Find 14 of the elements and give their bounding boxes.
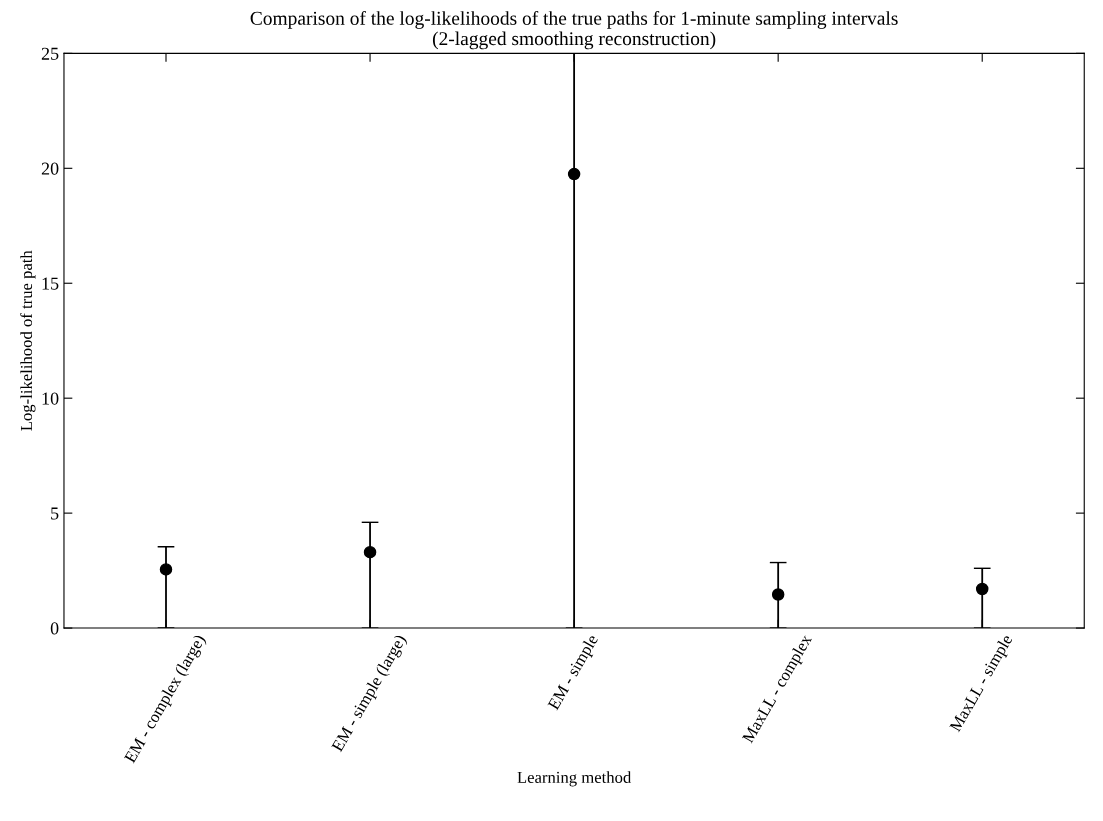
chart-title: Comparison of the log-likelihoods of the true paths for 1-minute sampling intervals (2-lagged smoothing reconstruction) — [250, 10, 898, 50]
point — [363, 545, 377, 559]
y-tick-label: 20 — [41, 162, 59, 175]
point — [975, 582, 989, 596]
point — [771, 588, 785, 601]
y-tick-label: 5 — [51, 507, 59, 520]
y-tick-label: 10 — [42, 392, 59, 405]
y-axis-title: Log-likelihood of true path — [20, 250, 36, 431]
y-tick-label: 15 — [42, 277, 59, 290]
point — [567, 167, 581, 181]
x-axis-title: Learning method — [517, 771, 632, 787]
y-tick-label: 25 — [41, 47, 59, 60]
y-tick-label: 0 — [50, 622, 59, 635]
point — [159, 563, 173, 576]
